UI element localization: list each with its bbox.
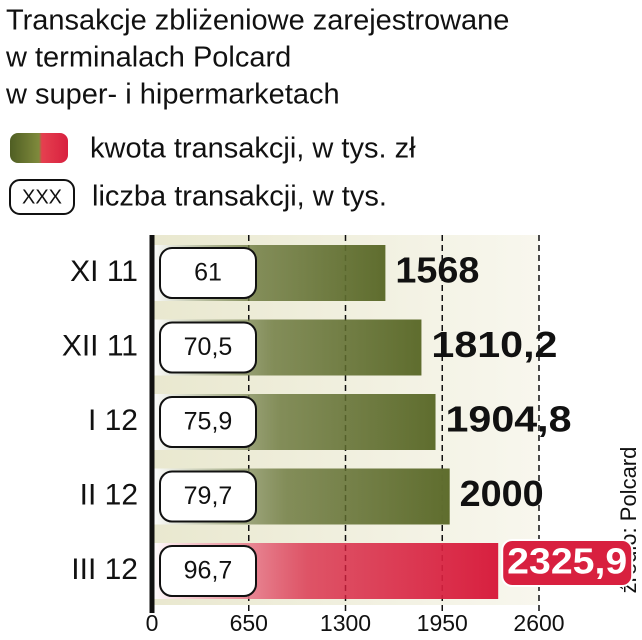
- category-label: III 12: [71, 553, 138, 586]
- value-label: 2000: [460, 473, 544, 514]
- count-box: [159, 545, 257, 597]
- count-label: 70,5: [184, 333, 233, 361]
- count-box: [159, 321, 257, 374]
- count-box: [159, 470, 257, 523]
- legend-swatch: [10, 133, 68, 163]
- category-label: XII 11: [62, 329, 138, 362]
- title-line: w terminalach Polcard: [5, 42, 291, 74]
- title-line: w super- i hipermarketach: [5, 79, 340, 111]
- x-tick-label: 1950: [417, 610, 468, 636]
- legend-label: liczba transakcji, w tys.: [92, 181, 387, 213]
- value-label: 1904,8: [446, 399, 572, 440]
- legend-label: kwota transakcji, w tys. zł: [90, 133, 416, 165]
- x-tick-label: 650: [230, 610, 268, 636]
- count-label: 96,7: [184, 557, 233, 585]
- legend-box: [9, 179, 75, 215]
- value-label: 1810,2: [431, 324, 557, 365]
- value-label-box: [501, 539, 634, 587]
- count-label: 61: [194, 259, 222, 287]
- x-tick-label: 0: [146, 610, 159, 636]
- category-label: II 12: [80, 478, 138, 511]
- category-label: I 12: [88, 404, 138, 437]
- category-label: XI 11: [70, 255, 138, 288]
- title-line: Transakcje zbliżeniowe zarejestrowane: [6, 5, 509, 37]
- x-tick-label: 1300: [320, 610, 371, 636]
- value-label: 1568: [395, 250, 479, 291]
- value-label: 2325,9: [507, 541, 627, 582]
- count-box: [159, 247, 257, 299]
- count-label: 75,9: [184, 408, 233, 436]
- count-label: 79,7: [184, 482, 233, 510]
- title: Transakcje zbliżeniowe zarejestrowane w t…: [5, 5, 509, 111]
- legend-box-text: XXX: [22, 186, 62, 208]
- x-tick-label: 2600: [513, 610, 564, 636]
- count-box: [159, 396, 257, 448]
